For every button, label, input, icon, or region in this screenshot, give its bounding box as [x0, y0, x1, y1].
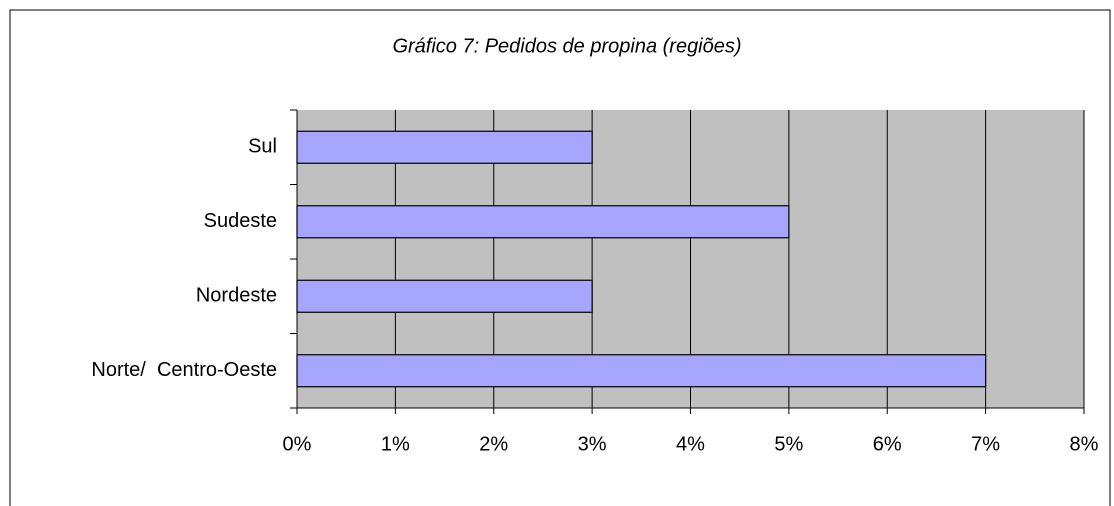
y-tick-label: Norte/ Centro-Oeste — [91, 359, 277, 381]
bar — [296, 354, 987, 388]
chart-title: Gráfico 7: Pedidos de propina (regiões) — [392, 35, 741, 57]
chart-frame — [9, 9, 1111, 506]
x-tick-label: 5% — [774, 433, 803, 455]
x-tick-label: 1% — [381, 433, 410, 455]
bar — [296, 130, 593, 164]
x-tick-label: 6% — [873, 433, 902, 455]
x-tick-label: 0% — [283, 433, 312, 455]
y-tick-label: Sudeste — [204, 210, 277, 232]
bar — [296, 205, 790, 239]
x-tick-label: 8% — [1070, 433, 1099, 455]
x-tick-label: 3% — [578, 433, 607, 455]
y-tick-label: Nordeste — [196, 285, 277, 307]
x-tick-label: 4% — [676, 433, 705, 455]
x-tick-label: 7% — [971, 433, 1000, 455]
x-tick-label: 2% — [479, 433, 508, 455]
y-tick-label: Sul — [248, 136, 277, 158]
bar — [296, 279, 593, 313]
